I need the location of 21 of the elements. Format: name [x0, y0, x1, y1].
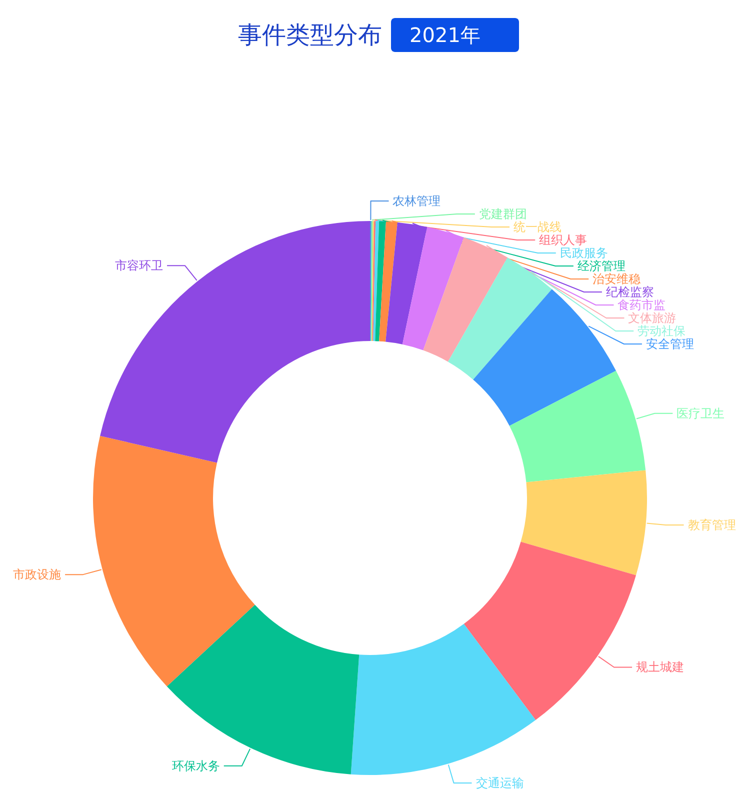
chart-title: 事件类型分布 — [238, 21, 382, 49]
slice-label: 市容环卫 — [115, 258, 164, 273]
slice-label: 教育管理 — [688, 518, 736, 532]
slice-label: 交通运输 — [476, 776, 524, 790]
slice-label: 规土城建 — [636, 660, 684, 674]
slice-label: 组织人事 — [539, 233, 588, 247]
slice-label: 文体旅游 — [628, 311, 676, 325]
slice-label: 统一战线 — [514, 220, 562, 234]
slice-label: 治安维稳 — [592, 272, 641, 286]
slice-label: 民政服务 — [560, 246, 608, 260]
slice-label: 经济管理 — [577, 259, 626, 273]
slice-label: 纪检监察 — [606, 285, 654, 299]
slice-label: 安全管理 — [646, 337, 694, 351]
slice-label: 市政设施 — [13, 568, 62, 582]
slice-label: 劳动社保 — [638, 324, 686, 338]
slice-label: 党建群团 — [478, 207, 527, 221]
slice-label: 环保水务 — [172, 758, 220, 773]
chart-subtitle: 2021年 — [410, 23, 480, 47]
slice-label: 食药市监 — [618, 298, 666, 312]
slice-label: 农林管理 — [392, 194, 441, 208]
slice-label: 医疗卫生 — [676, 406, 725, 420]
